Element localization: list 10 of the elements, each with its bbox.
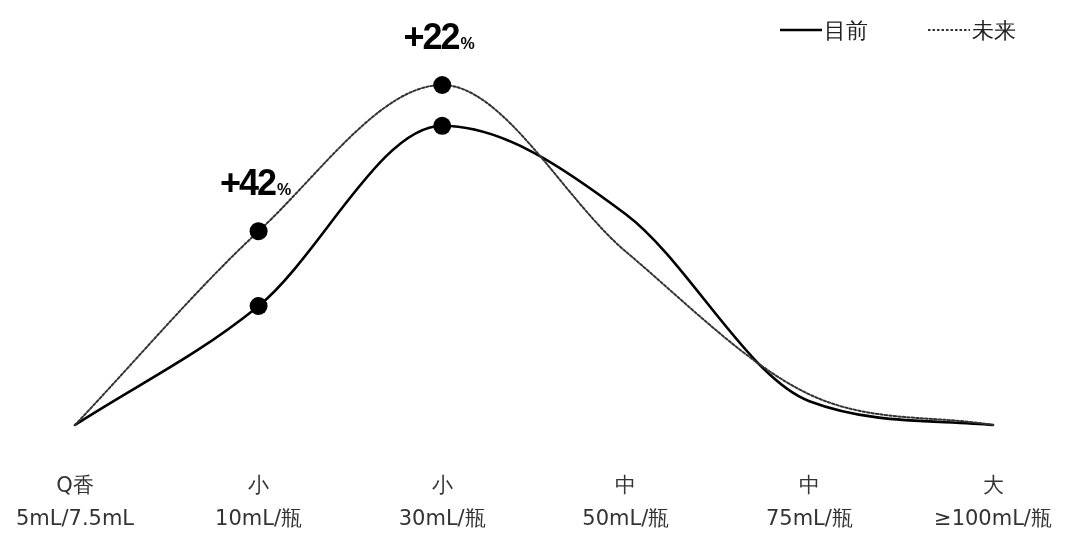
annotation: +22% xyxy=(403,16,473,57)
x-tick-label: Q香 5mL/7.5mL xyxy=(15,473,135,530)
annotation: +42% xyxy=(219,162,290,204)
x-tick-label: 中 50mL/瓶 xyxy=(582,473,670,530)
x-tick-label: 中 75mL/瓶 xyxy=(765,473,853,530)
legend-label: 未来 xyxy=(972,18,1016,43)
x-tick-label: 小 10mL/瓶 xyxy=(215,473,303,530)
legend-label: 目前 xyxy=(824,18,868,43)
x-tick-label: 大 ≥100mL/瓶 xyxy=(934,473,1052,530)
x-tick-label: 小 30mL/瓶 xyxy=(398,473,486,530)
